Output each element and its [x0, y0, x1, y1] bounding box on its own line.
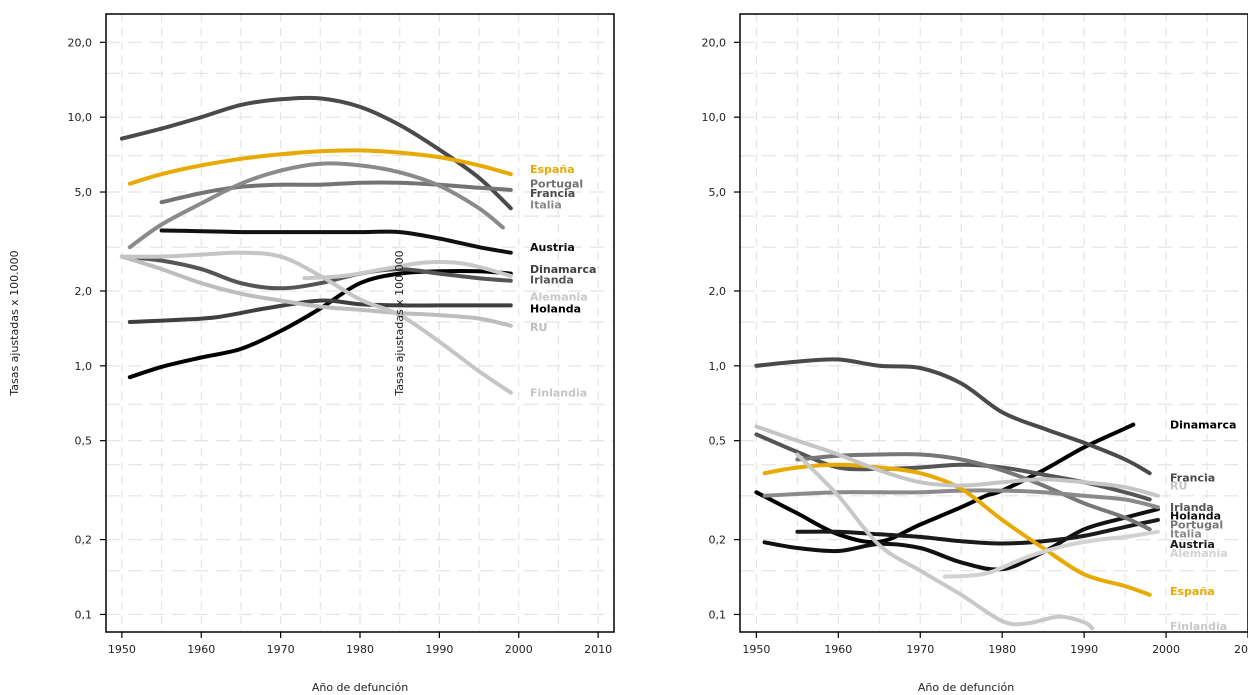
y-tick-label: 1,0: [75, 360, 93, 373]
x-tick-label: 2000: [1152, 643, 1180, 656]
series-line-portugal: [159, 180, 513, 205]
y-tick-label: 2,0: [709, 285, 727, 298]
y-tick-label: 0,1: [75, 608, 93, 621]
y-tick-label: 5,0: [75, 186, 93, 199]
series-label: Portugal: [1170, 519, 1223, 532]
y-tick-label: 2,0: [75, 285, 93, 298]
series-label: Holanda: [530, 303, 581, 316]
series-line-espa-a: [762, 462, 1152, 597]
series-label: Italia: [530, 199, 562, 212]
series-line-italia: [127, 161, 505, 250]
series-label: Austria: [1170, 538, 1215, 551]
y-tick-label: 5,0: [709, 186, 727, 199]
series-label: RU: [1170, 480, 1187, 493]
series-label: Dinamarca: [530, 263, 596, 276]
x-tick-label: 2010: [584, 643, 612, 656]
y-tick-label: 0,1: [709, 608, 727, 621]
series-line-finlandia: [795, 452, 1095, 631]
series-lines: [119, 95, 513, 395]
series-line-dinamarca: [127, 298, 513, 324]
y-tick-label: 0,5: [709, 435, 727, 448]
series-label: España: [1170, 585, 1215, 598]
x-tick-label: 2000: [505, 643, 533, 656]
x-tick-label: 1990: [425, 643, 453, 656]
chart-panel-1: 1950 1960 1970 1980 1990 2000 2010 0,1 0,2 0,5 1,0…: [8, 13, 615, 694]
x-tick-label: 2010: [1234, 643, 1248, 656]
series-label: España: [530, 163, 575, 176]
x-tick-label: 1970: [906, 643, 934, 656]
plot-frame: [739, 13, 1248, 633]
series-label: Italia: [1170, 527, 1202, 540]
y-axis-title: Tasas ajustadas x 100.000: [393, 250, 406, 396]
series-line-espa-a: [127, 148, 513, 186]
y-tick-label: 10,0: [702, 111, 727, 124]
series-label: Francia: [530, 187, 575, 200]
x-tick-label: 1960: [187, 643, 215, 656]
y-tick-label: 1,0: [709, 360, 727, 373]
x-axis-title: Año de defunción: [312, 681, 408, 694]
series-label: Finlandia: [530, 387, 587, 400]
y-axis-title: Tasas ajustadas x 100.000: [8, 250, 21, 396]
series-label: Finlandia: [1170, 620, 1227, 633]
x-tick-label: 1950: [742, 643, 770, 656]
series-label: Alemania: [1170, 547, 1228, 560]
series-line-alemania: [942, 529, 1160, 579]
series-label: Portugal: [530, 178, 583, 191]
series-line-francia: [754, 357, 1152, 476]
series-label: Dinamarca: [1170, 419, 1236, 432]
series-label: Alemania: [530, 291, 588, 304]
grid: [106, 14, 614, 632]
series-line-austria: [159, 228, 513, 255]
series-line-finlandia: [119, 250, 513, 395]
series-line-alemania: [302, 259, 513, 281]
y-tick-label: 0,2: [709, 534, 727, 547]
series-lines: [754, 357, 1160, 631]
x-tick-label: 1980: [346, 643, 374, 656]
series-line-irlanda: [119, 254, 513, 291]
x-axis-title: Año de defunción: [918, 681, 1014, 694]
series-label: Austria: [530, 241, 575, 254]
series-line-ru: [119, 254, 513, 328]
x-tick-label: 1990: [1070, 643, 1098, 656]
y-tick-label: 0,2: [75, 534, 93, 547]
series-label: Irlanda: [1170, 501, 1214, 514]
y-tick-label: 10,0: [68, 111, 93, 124]
y-tick-label: 20,0: [702, 36, 727, 49]
series-line-holanda: [762, 507, 1160, 572]
series-label: Holanda: [1170, 510, 1221, 523]
y-tick-label: 20,0: [68, 36, 93, 49]
series-label: Francia: [1170, 472, 1215, 485]
chart-panel-2: 1950 1960 1970 1980 1990 2000 2010 0,1 0,2 0,5 1,0…: [393, 13, 1248, 694]
x-tick-label: 1980: [988, 643, 1016, 656]
series-line-ru: [754, 424, 1160, 498]
x-tick-label: 1960: [824, 643, 852, 656]
x-tick-label: 1970: [267, 643, 295, 656]
series-label: RU: [530, 321, 547, 334]
series-label: Irlanda: [530, 274, 574, 287]
y-tick-label: 0,5: [75, 435, 93, 448]
x-tick-label: 1950: [108, 643, 136, 656]
series-line-portugal: [795, 452, 1152, 532]
series-line-austria: [795, 517, 1160, 546]
